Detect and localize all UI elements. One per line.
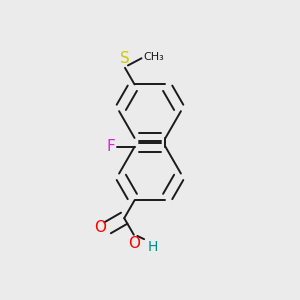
Text: O: O bbox=[94, 220, 106, 235]
Text: O: O bbox=[128, 236, 140, 251]
Text: S: S bbox=[120, 51, 130, 66]
Text: CH₃: CH₃ bbox=[143, 52, 164, 62]
Text: H: H bbox=[148, 240, 158, 254]
Text: F: F bbox=[107, 139, 116, 154]
